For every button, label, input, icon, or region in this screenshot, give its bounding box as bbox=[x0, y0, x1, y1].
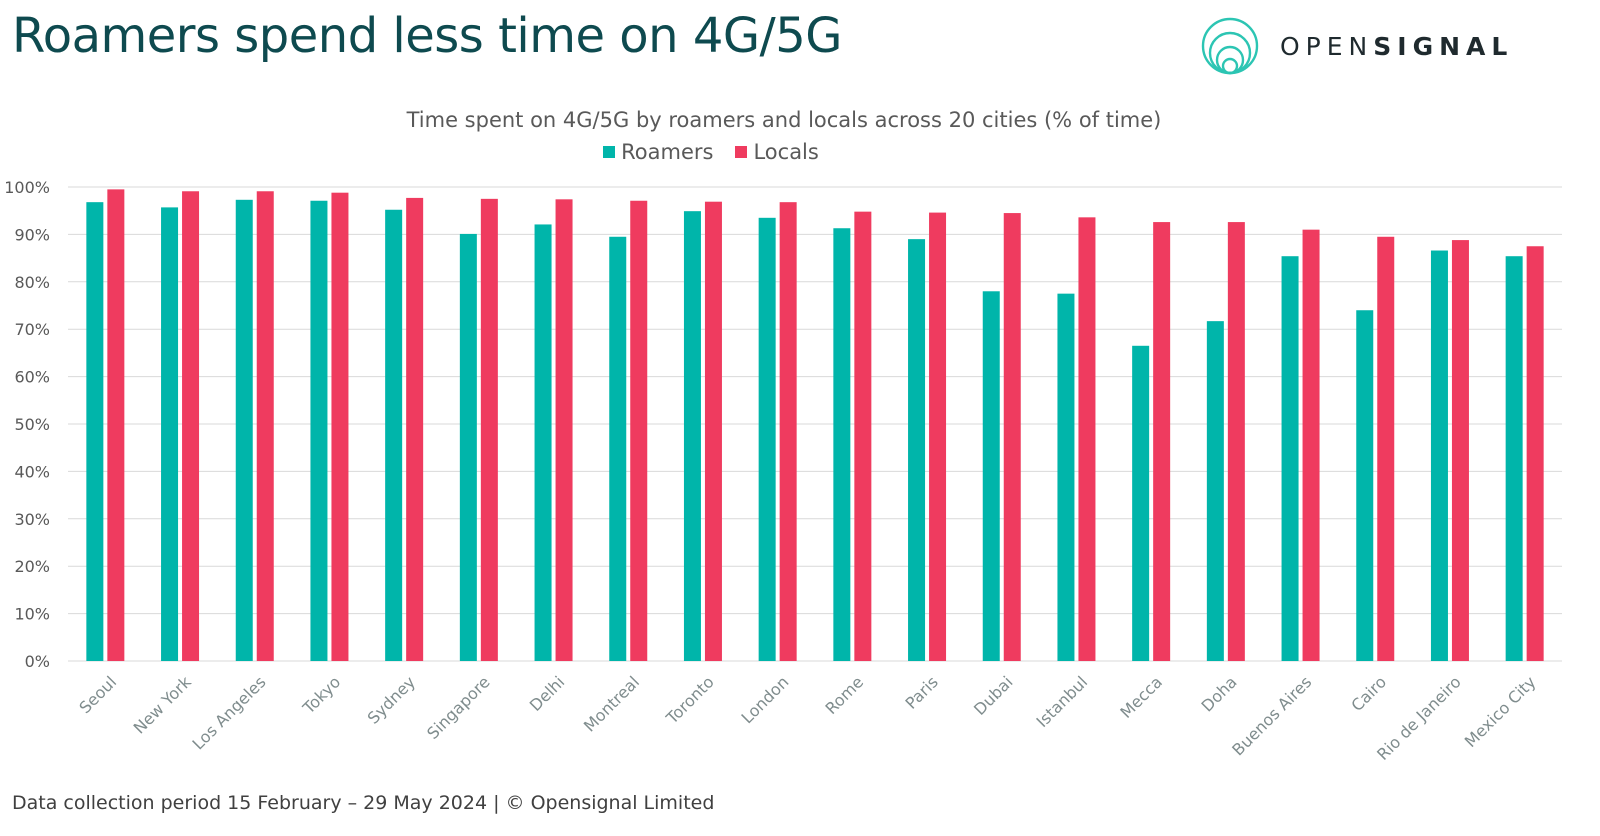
bar-roamers bbox=[459, 233, 477, 661]
bar-locals bbox=[182, 191, 200, 662]
x-tick-label: Sydney bbox=[364, 672, 419, 727]
x-tick-label: Montreal bbox=[580, 672, 643, 735]
bar-roamers bbox=[385, 209, 403, 661]
bar-locals bbox=[107, 189, 125, 661]
bar-locals bbox=[1078, 217, 1096, 661]
bar-locals bbox=[704, 201, 722, 661]
bar-locals bbox=[1302, 229, 1320, 661]
concentric-circles-icon bbox=[1201, 17, 1259, 75]
bar-locals bbox=[406, 197, 424, 661]
y-tick-label: 30% bbox=[14, 510, 50, 529]
bar-roamers bbox=[310, 200, 328, 661]
y-tick-label: 90% bbox=[14, 225, 50, 244]
bar-locals bbox=[779, 202, 797, 661]
x-tick-label: London bbox=[738, 672, 793, 727]
bar-roamers bbox=[833, 228, 851, 661]
legend-label-roamers: Roamers bbox=[621, 140, 714, 164]
bar-roamers bbox=[908, 239, 926, 661]
bar-locals bbox=[256, 191, 274, 662]
x-tick-label: Rome bbox=[821, 672, 867, 718]
y-tick-label: 70% bbox=[14, 320, 50, 339]
bar-roamers bbox=[161, 207, 179, 661]
legend-swatch-roamers bbox=[603, 146, 616, 158]
bar-roamers bbox=[1281, 256, 1299, 661]
y-tick-label: 20% bbox=[14, 557, 50, 576]
bar-locals bbox=[1377, 236, 1395, 661]
bar-roamers bbox=[758, 217, 776, 661]
y-tick-label: 100% bbox=[4, 178, 50, 197]
bar-locals bbox=[1451, 240, 1469, 661]
legend-swatch-locals bbox=[735, 146, 748, 158]
bar-locals bbox=[929, 212, 947, 661]
bar-locals bbox=[1526, 246, 1544, 661]
logo-word-signal: SIGNAL bbox=[1373, 32, 1514, 61]
x-tick-label: Mexico City bbox=[1461, 672, 1540, 751]
bar-locals bbox=[1003, 213, 1021, 661]
x-tick-label: Seoul bbox=[75, 672, 120, 717]
x-tick-label: Delhi bbox=[526, 672, 569, 715]
bar-roamers bbox=[1057, 293, 1075, 661]
bar-roamers bbox=[534, 224, 552, 662]
legend-item-roamers: Roamers bbox=[603, 140, 713, 164]
chart-title: Time spent on 4G/5G by roamers and local… bbox=[406, 108, 1162, 132]
x-tick-label: Cairo bbox=[1347, 672, 1390, 715]
x-tick-label: Mecca bbox=[1116, 672, 1166, 722]
y-tick-label: 60% bbox=[14, 368, 50, 387]
footer-note: Data collection period 15 February – 29 … bbox=[12, 792, 715, 814]
x-tick-label: Dubai bbox=[970, 672, 1017, 719]
y-tick-label: 40% bbox=[14, 462, 50, 481]
x-tick-label: Los Angeles bbox=[189, 672, 270, 753]
bar-locals bbox=[854, 211, 872, 661]
x-tick-label: Toronto bbox=[662, 672, 718, 728]
x-tick-label: Istanbul bbox=[1033, 672, 1092, 731]
bar-roamers bbox=[1430, 250, 1448, 661]
x-tick-label: New York bbox=[130, 672, 196, 738]
legend-label-locals: Locals bbox=[753, 140, 819, 164]
bar-locals bbox=[630, 200, 648, 661]
bar-locals bbox=[331, 192, 349, 662]
bar-roamers bbox=[1206, 321, 1224, 661]
page-title: Roamers spend less time on 4G/5G bbox=[12, 8, 842, 64]
bar-chart: 0% 10% 20% 30% 40% 50% 60% 70% 80% 90% 100% Seoul Ne… bbox=[4, 178, 1562, 764]
chart-legend: Roamers Locals bbox=[0, 140, 1422, 164]
bar-roamers bbox=[609, 236, 627, 661]
bar-locals bbox=[480, 198, 498, 661]
x-tick-label: Singapore bbox=[423, 672, 494, 743]
x-tick-label: Tokyo bbox=[298, 672, 344, 718]
opensignal-logo: OPENSIGNAL bbox=[1200, 16, 1540, 76]
bar-locals bbox=[1227, 222, 1245, 662]
legend-item-locals: Locals bbox=[735, 140, 819, 164]
bar-roamers bbox=[1132, 345, 1150, 661]
bar-roamers bbox=[1505, 256, 1523, 661]
x-tick-label: Paris bbox=[902, 672, 942, 712]
y-tick-label: 0% bbox=[25, 652, 50, 671]
y-tick-label: 80% bbox=[14, 273, 50, 292]
x-tick-label: Buenos Aires bbox=[1228, 672, 1315, 759]
y-tick-label: 50% bbox=[14, 415, 50, 434]
y-tick-label: 10% bbox=[14, 605, 50, 624]
bar-roamers bbox=[683, 211, 701, 661]
logo-wordmark: OPENSIGNAL bbox=[1280, 32, 1513, 61]
logo-word-open: OPEN bbox=[1280, 32, 1374, 61]
bar-roamers bbox=[86, 202, 104, 661]
bar-locals bbox=[555, 199, 573, 661]
bar-roamers bbox=[982, 291, 1000, 661]
bar-locals bbox=[1153, 222, 1171, 662]
bar-roamers bbox=[1356, 310, 1374, 661]
x-tick-label: Doha bbox=[1198, 672, 1241, 715]
bar-roamers bbox=[235, 199, 253, 661]
